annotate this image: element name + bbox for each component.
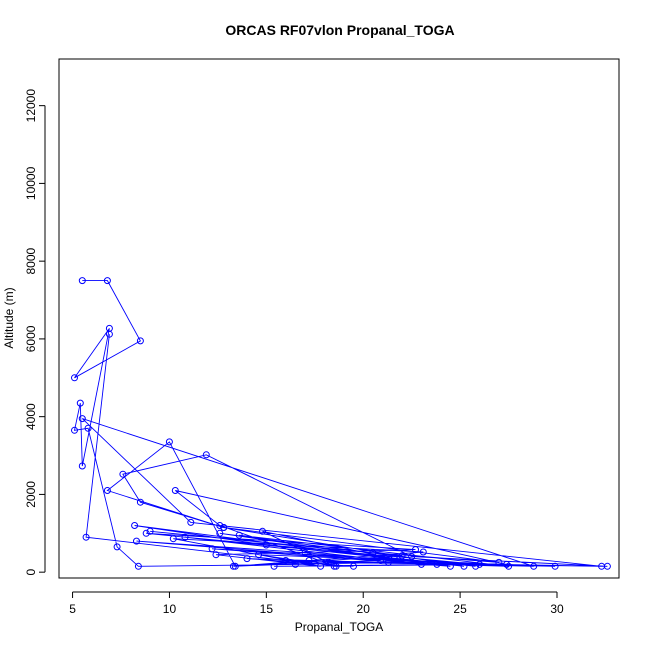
data-point <box>377 557 385 564</box>
data-point <box>165 438 173 446</box>
data-point <box>408 553 416 561</box>
x-axis: 5 10 15 20 25 30 <box>69 591 564 616</box>
data-point <box>105 330 113 338</box>
series-line <box>73 280 608 567</box>
y-tick-label: 10000 <box>24 166 38 200</box>
data-series <box>73 280 608 567</box>
data-point <box>317 562 325 570</box>
data-point <box>78 277 86 285</box>
x-tick-label: 15 <box>260 602 274 616</box>
data-point <box>259 527 266 535</box>
y-axis: 0 2000 4000 6000 8000 10000 12000 <box>24 89 46 576</box>
y-tick-label: 0 <box>24 569 38 576</box>
y-tick-label: 4000 <box>24 403 38 430</box>
data-point <box>171 487 179 494</box>
data-point <box>208 545 216 553</box>
data-point <box>103 487 111 494</box>
data-point <box>212 551 220 559</box>
data-point <box>76 399 84 407</box>
data-point <box>181 533 189 541</box>
data-point <box>84 424 92 432</box>
data-point <box>446 562 454 570</box>
data-point <box>412 546 419 554</box>
data-point <box>78 462 86 470</box>
x-tick-label: 25 <box>453 602 467 616</box>
data-point <box>282 557 290 564</box>
y-tick-label: 8000 <box>24 247 38 274</box>
data-point <box>131 522 139 529</box>
data-point <box>78 415 86 423</box>
y-tick-label: 2000 <box>24 481 38 508</box>
data-point <box>216 522 224 529</box>
data-point <box>551 562 559 570</box>
x-tick-label: 30 <box>550 602 564 616</box>
data-point <box>291 560 299 568</box>
data-point <box>530 562 538 570</box>
data-point <box>216 529 224 537</box>
data-point <box>350 562 357 570</box>
data-point <box>231 562 239 570</box>
data-point <box>103 277 111 285</box>
data-point <box>305 557 313 564</box>
data-point <box>301 549 309 557</box>
data-point <box>417 560 425 568</box>
data-points <box>71 277 611 570</box>
data-point <box>262 541 270 549</box>
data-point <box>330 562 338 570</box>
data-point <box>270 562 278 570</box>
x-tick-label: 5 <box>69 602 76 616</box>
chart-title: ORCAS RF07vlon Propanal_TOGA <box>225 22 454 38</box>
data-point <box>136 337 144 345</box>
data-point <box>503 560 511 568</box>
data-point <box>202 451 210 459</box>
y-tick-label: 6000 <box>24 325 38 352</box>
data-point <box>324 558 332 566</box>
data-point <box>134 562 142 570</box>
y-tick-label: 12000 <box>24 89 38 123</box>
data-point <box>460 562 468 570</box>
data-point <box>495 558 503 566</box>
data-point <box>384 558 392 566</box>
data-point <box>243 555 251 563</box>
data-point <box>369 549 377 557</box>
x-tick-label: 10 <box>163 602 177 616</box>
data-point <box>71 426 78 434</box>
data-point <box>113 543 121 551</box>
data-point <box>119 470 127 478</box>
data-point <box>82 533 90 541</box>
data-point <box>142 529 150 537</box>
data-point <box>433 560 441 568</box>
data-point <box>505 562 513 570</box>
data-point <box>71 374 78 382</box>
data-point <box>255 551 263 559</box>
y-axis-label: Altitude (m) <box>2 287 16 348</box>
data-point <box>229 562 237 570</box>
data-point <box>235 531 243 539</box>
data-point <box>472 562 480 570</box>
data-point <box>187 518 195 526</box>
x-tick-label: 20 <box>357 602 371 616</box>
x-axis-label: Propanal_TOGA <box>295 620 384 634</box>
data-point <box>332 562 340 570</box>
data-point <box>220 524 228 531</box>
plot-frame <box>58 58 620 579</box>
data-point <box>390 555 398 563</box>
data-point <box>169 535 177 543</box>
data-point <box>419 548 427 556</box>
data-point <box>136 498 144 506</box>
data-point <box>476 560 483 568</box>
data-point <box>598 562 606 570</box>
data-point <box>146 527 154 535</box>
data-point <box>133 537 140 545</box>
data-point <box>398 552 406 560</box>
